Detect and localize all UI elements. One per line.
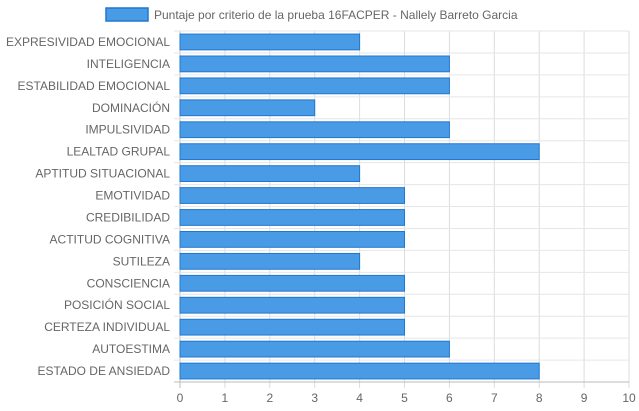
category-label: DOMINACIÓN xyxy=(92,100,170,115)
category-label: SUTILEZA xyxy=(113,254,170,268)
x-axis-ticks: 0 1 2 3 4 5 6 7 8 9 10 xyxy=(177,391,636,405)
x-tick-label: 2 xyxy=(266,391,273,405)
legend-swatch xyxy=(105,7,149,22)
bar[interactable] xyxy=(179,187,405,204)
bar[interactable] xyxy=(179,143,540,161)
bar[interactable] xyxy=(179,121,450,139)
category-label: AUTOESTIMA xyxy=(92,342,170,356)
x-tick-label: 10 xyxy=(622,391,636,405)
x-tick-label: 8 xyxy=(536,391,543,405)
bar[interactable] xyxy=(179,296,405,314)
category-label: ESTADO DE ANSIEDAD xyxy=(38,364,171,378)
bar[interactable] xyxy=(179,55,450,73)
category-label: LEALTAD GRUPAL xyxy=(67,145,171,159)
category-label: APTITUD SITUACIONAL xyxy=(35,167,170,181)
legend[interactable]: Puntaje por criterio de la prueba 16FACP… xyxy=(105,7,518,22)
category-label: EMOTIVIDAD xyxy=(95,189,170,203)
category-label: CERTEZA INDIVIDUAL xyxy=(44,320,170,334)
legend-label: Puntaje por criterio de la prueba 16FACP… xyxy=(154,8,518,22)
bar[interactable] xyxy=(179,340,450,358)
x-tick-label: 3 xyxy=(311,391,318,405)
category-label: ESTABILIDAD EMOCIONAL xyxy=(18,79,171,93)
bar[interactable] xyxy=(179,318,405,336)
x-tick-label: 7 xyxy=(491,391,498,405)
bars xyxy=(179,33,540,380)
bar[interactable] xyxy=(179,274,405,292)
bar[interactable] xyxy=(179,252,361,270)
bar[interactable] xyxy=(179,77,450,95)
x-tick-label: 4 xyxy=(356,391,363,405)
category-label: INTELIGENCIA xyxy=(87,57,170,71)
x-tick-label: 1 xyxy=(222,391,229,405)
bar[interactable] xyxy=(179,99,316,117)
category-label: EXPRESIVIDAD EMOCIONAL xyxy=(6,35,170,49)
x-tick-label: 6 xyxy=(446,391,453,405)
x-tick-label: 9 xyxy=(581,391,588,405)
category-label: CREDIBILIDAD xyxy=(86,210,170,224)
bar[interactable] xyxy=(179,209,405,226)
bar[interactable] xyxy=(179,165,361,182)
bar[interactable] xyxy=(179,33,361,51)
bar[interactable] xyxy=(179,231,405,248)
category-labels: EXPRESIVIDAD EMOCIONAL INTELIGENCIA ESTABI… xyxy=(6,35,170,378)
x-tick-label: 5 xyxy=(401,391,408,405)
category-label: CONSCIENCIA xyxy=(87,276,170,290)
category-label: ACTITUD COGNITIVA xyxy=(50,232,170,246)
x-tick-label: 0 xyxy=(177,391,184,405)
bar[interactable] xyxy=(179,362,540,380)
category-label: IMPULSIVIDAD xyxy=(85,123,170,137)
category-label: POSICIÓN SOCIAL xyxy=(64,297,170,312)
